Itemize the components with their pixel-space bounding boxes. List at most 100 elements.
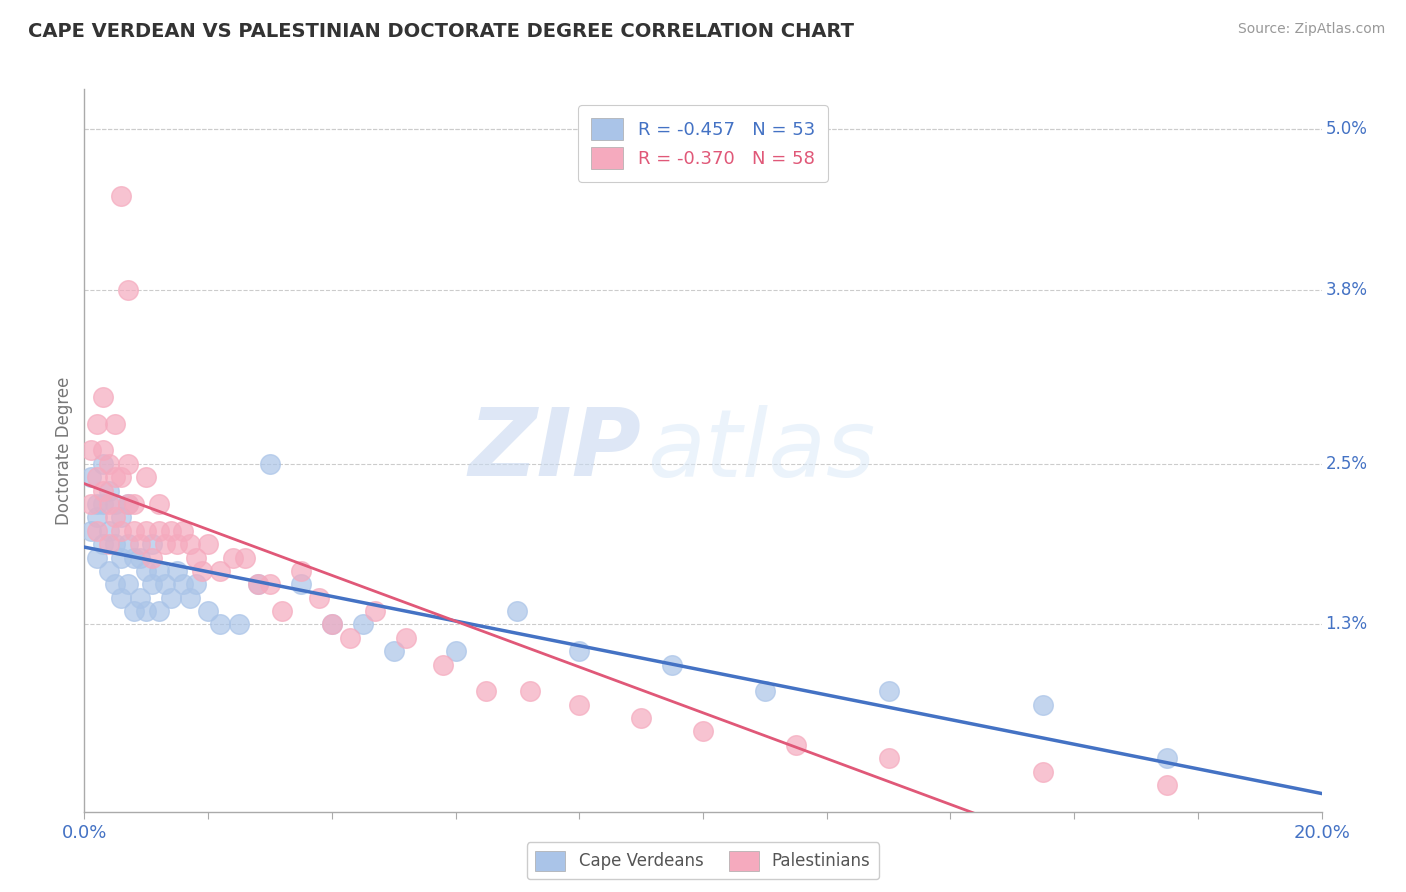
Point [98, 524, 121, 538]
Point [122, 497, 145, 511]
Point [153, 577, 176, 591]
Point [110, 524, 132, 538]
Point [122, 604, 145, 618]
Point [141, 550, 163, 565]
Point [148, 524, 170, 538]
Point [568, 698, 591, 712]
Point [117, 577, 139, 591]
Point [86, 470, 108, 484]
Text: 5.0%: 5.0% [1326, 120, 1367, 138]
Point [395, 631, 418, 645]
Point [172, 524, 194, 538]
Text: Source: ZipAtlas.com: Source: ZipAtlas.com [1237, 22, 1385, 37]
Point [122, 524, 145, 538]
Point [153, 537, 176, 551]
Point [86, 550, 108, 565]
Point [141, 537, 163, 551]
Point [1032, 764, 1054, 779]
Point [382, 644, 405, 658]
Point [246, 577, 269, 591]
Point [110, 591, 132, 605]
Point [98, 497, 121, 511]
Point [259, 577, 281, 591]
Point [1032, 698, 1054, 712]
Point [110, 550, 132, 565]
Point [877, 684, 900, 698]
Point [877, 751, 900, 765]
Point [568, 644, 591, 658]
Point [104, 510, 127, 524]
Point [91, 390, 114, 404]
Point [364, 604, 387, 618]
Point [630, 711, 652, 725]
Text: 3.8%: 3.8% [1326, 281, 1368, 299]
Point [141, 577, 163, 591]
Point [122, 550, 145, 565]
Point [110, 189, 132, 203]
Point [135, 604, 157, 618]
Point [98, 537, 121, 551]
Point [1156, 751, 1178, 765]
Point [290, 577, 312, 591]
Point [754, 684, 776, 698]
Point [148, 497, 170, 511]
Point [129, 550, 152, 565]
Point [506, 604, 529, 618]
Point [197, 537, 219, 551]
Text: 2.5%: 2.5% [1326, 455, 1368, 473]
Point [79, 443, 101, 458]
Point [86, 497, 108, 511]
Point [129, 537, 152, 551]
Point [692, 724, 714, 739]
Point [259, 457, 281, 471]
Point [432, 657, 454, 672]
Point [86, 524, 108, 538]
Point [110, 470, 132, 484]
Point [222, 550, 245, 565]
Point [352, 617, 374, 632]
Point [271, 604, 294, 618]
Point [129, 591, 152, 605]
Point [104, 417, 127, 431]
Point [135, 470, 157, 484]
Point [86, 417, 108, 431]
Point [98, 457, 121, 471]
Point [785, 738, 807, 752]
Text: 1.3%: 1.3% [1326, 615, 1368, 633]
Point [117, 457, 139, 471]
Point [98, 483, 121, 498]
Point [209, 617, 232, 632]
Point [228, 617, 250, 632]
Point [321, 617, 343, 632]
Point [184, 577, 207, 591]
Point [197, 604, 219, 618]
Point [166, 564, 188, 578]
Point [339, 631, 361, 645]
Text: atlas: atlas [647, 405, 876, 496]
Point [191, 564, 214, 578]
Point [117, 497, 139, 511]
Point [166, 537, 188, 551]
Point [117, 283, 139, 297]
Point [321, 617, 343, 632]
Point [661, 657, 683, 672]
Point [104, 497, 127, 511]
Point [209, 564, 232, 578]
Point [160, 591, 183, 605]
Point [104, 470, 127, 484]
Point [135, 524, 157, 538]
Point [179, 591, 201, 605]
Point [519, 684, 541, 698]
Point [79, 497, 101, 511]
Point [79, 470, 101, 484]
Point [104, 577, 127, 591]
Point [233, 550, 256, 565]
Text: ZIP: ZIP [468, 404, 641, 497]
Point [117, 537, 139, 551]
Point [1156, 778, 1178, 792]
Point [179, 537, 201, 551]
Y-axis label: Doctorate Degree: Doctorate Degree [55, 376, 73, 524]
Point [172, 577, 194, 591]
Point [148, 604, 170, 618]
Point [98, 564, 121, 578]
